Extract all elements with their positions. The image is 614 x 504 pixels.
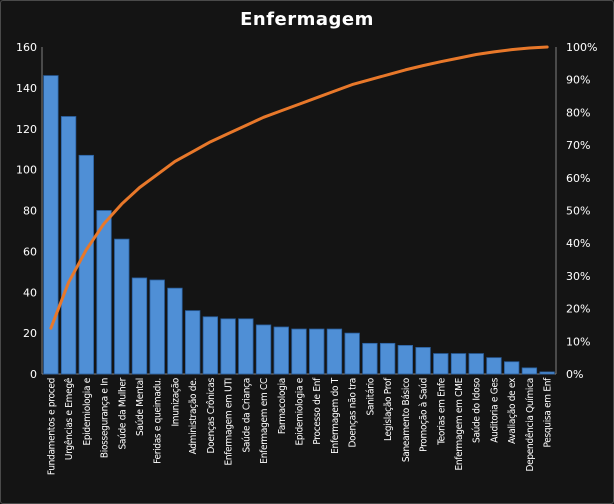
category-label: Enfermagem em CME (454, 377, 465, 470)
category-label: Imunização (170, 377, 181, 426)
bar (78, 154, 94, 375)
bar (291, 328, 307, 375)
category-label: Epidemiologia e (82, 377, 93, 445)
bar (149, 279, 165, 375)
y-tick-label: 60 (23, 245, 37, 258)
bar (60, 116, 77, 375)
category-label: Enfermagem em CC (259, 378, 270, 464)
category-label: Farmacologia (277, 378, 288, 434)
category-label: Administração de. (188, 378, 199, 454)
bar (255, 324, 272, 375)
category-label: Promoção à Saúd (418, 378, 430, 452)
y2-tick-label: 100% (566, 41, 597, 54)
category-label: Biossegurança e In (100, 378, 111, 458)
category-label: Sanitário (364, 377, 376, 415)
y-tick-label: 40 (23, 286, 37, 299)
category-label: Teorias em Enfe (436, 377, 447, 446)
bar (202, 316, 219, 375)
category-label: Auditoria e Ges (489, 377, 500, 442)
bar (273, 326, 289, 375)
category-label: Dependência Química (524, 378, 536, 472)
bar (397, 344, 414, 375)
category-label: Feridas e queimadu. (153, 378, 164, 464)
category-labels: Fundamentos e proced Urgências e Emegê Epi… (46, 377, 553, 475)
category-label: Saúde da Criança (240, 378, 252, 452)
y-tick-label: 80 (23, 205, 37, 218)
y2-tick-label: 50% (566, 205, 590, 218)
y-tick-label: 140 (16, 82, 37, 95)
bar-series (43, 75, 555, 375)
y2-tick-label: 90% (566, 74, 590, 87)
bar (220, 318, 236, 375)
category-label: Doenças não tra (348, 378, 359, 448)
y2-tick-label: 40% (566, 237, 590, 250)
y-tick-label: 20 (23, 327, 37, 340)
bar (96, 210, 112, 375)
right-axis-tick-labels: 0% 10% 20% 30% 40% 50% 60% 70% 80% 90% 100% (566, 41, 597, 381)
y2-tick-label: 0% (566, 368, 583, 381)
y-tick-label: 160 (16, 41, 37, 54)
category-label: Processo de Enf (312, 377, 323, 445)
y-tick-label: 120 (16, 123, 37, 136)
bar (504, 361, 520, 375)
bar (379, 342, 396, 375)
bar (43, 75, 59, 375)
bar (450, 353, 467, 375)
y2-tick-label: 10% (566, 335, 590, 348)
category-label: Enfermagem do T (330, 377, 341, 454)
y-tick-label: 0 (30, 368, 37, 381)
category-label: Legislação Prof (383, 377, 394, 441)
category-label: Avaliação de ex (507, 377, 518, 444)
category-label: Enfermagem em UTI (224, 378, 235, 466)
category-label: Epidemiologia e (295, 377, 306, 445)
category-label: Saúde do Idoso (471, 377, 483, 443)
bar (167, 287, 183, 375)
cumulative-line-series (49, 45, 549, 330)
bar (131, 277, 148, 375)
y2-tick-label: 30% (566, 270, 590, 283)
bar (362, 342, 378, 375)
bar (238, 318, 254, 375)
category-label: Fundamentos e proced (46, 378, 57, 475)
left-axis-tick-labels: 0 20 40 60 80 100 120 140 160 (16, 41, 37, 381)
bar (309, 328, 325, 375)
category-label: Saúde Mental (134, 378, 146, 436)
bar (468, 353, 484, 375)
cumulative-line (49, 45, 549, 330)
category-label: Saneamento Básico (400, 377, 412, 462)
category-label: Pesquisa em Enf (543, 377, 554, 448)
bar (326, 328, 343, 375)
bar (486, 357, 502, 375)
bar (344, 332, 360, 375)
bar (521, 367, 538, 375)
bar (433, 353, 449, 375)
y2-tick-label: 70% (566, 139, 590, 152)
bar (114, 238, 130, 375)
y2-tick-label: 80% (566, 106, 590, 119)
bar (415, 347, 431, 375)
category-label: Saúde da Mulher (116, 377, 128, 449)
bar (184, 310, 201, 375)
y2-tick-label: 60% (566, 172, 590, 185)
category-label: Doenças Crônicas (205, 377, 217, 453)
chart-title: Enfermagem (240, 9, 374, 30)
bar (539, 371, 555, 375)
y2-tick-label: 20% (566, 303, 590, 316)
y-tick-label: 100 (16, 164, 37, 177)
category-label: Urgências e Emegê (63, 377, 75, 460)
